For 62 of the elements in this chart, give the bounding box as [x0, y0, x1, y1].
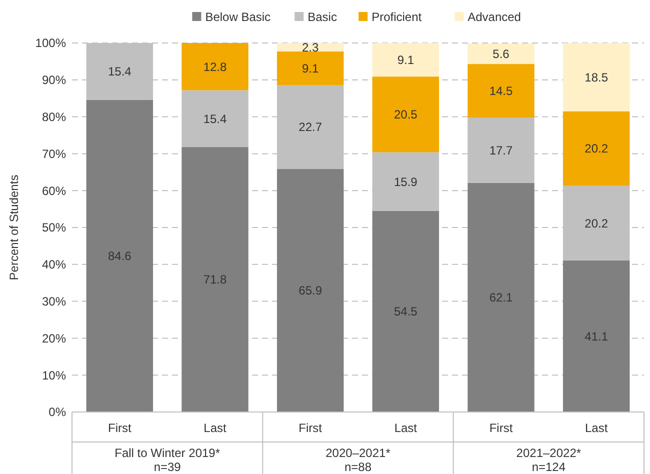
y-tick-label: 80%: [42, 110, 66, 124]
data-label: 18.5: [584, 70, 608, 84]
data-label: 15.9: [394, 174, 418, 189]
data-label: 20.2: [584, 142, 608, 156]
legend-label: Proficient: [372, 10, 422, 24]
x-tick-label: First: [298, 421, 323, 435]
x-tick-label: Last: [584, 421, 608, 435]
data-label: 9.1: [302, 61, 319, 76]
data-label: 20.5: [394, 108, 418, 122]
bar: [372, 43, 440, 77]
legend-label: Below Basic: [205, 10, 271, 24]
data-label: 15.4: [203, 112, 227, 126]
bar: [372, 76, 440, 152]
bar: [182, 147, 248, 412]
y-tick-label: 90%: [42, 73, 66, 88]
data-label: 22.7: [298, 120, 322, 134]
data-label: 12.8: [203, 60, 227, 74]
bar: [182, 90, 248, 148]
y-tick-label: 30%: [42, 294, 66, 308]
x-tick-label: Last: [394, 421, 418, 435]
bar: [276, 168, 344, 412]
text: 2021–2022* n=124: [516, 446, 582, 474]
text: 2020–2021* n=88: [326, 446, 391, 474]
data-label: 9.1: [397, 52, 414, 67]
bar: [468, 64, 534, 118]
x-tick-label: Last: [204, 421, 228, 435]
y-tick-label: 40%: [42, 258, 66, 272]
legend-label: Basic: [308, 10, 337, 24]
bar: [86, 100, 154, 412]
data-label: 41.1: [584, 329, 608, 344]
data-label: 62.1: [489, 290, 513, 305]
data-label: 15.4: [108, 64, 132, 79]
bar: [468, 182, 534, 412]
x-tick-label: First: [108, 421, 132, 435]
y-tick-label: 70%: [42, 146, 66, 161]
y-tick-label: 50%: [42, 220, 66, 235]
bar: [562, 260, 630, 412]
y-tick-label: 0%: [48, 405, 66, 420]
data-label: 5.6: [492, 46, 510, 61]
data-label: 20.2: [584, 216, 608, 230]
data-label: 65.9: [298, 284, 322, 298]
bar: [562, 43, 630, 112]
data-label: 2.3: [302, 40, 319, 54]
bar: [276, 43, 344, 52]
bar: [276, 51, 344, 86]
bar: [182, 43, 248, 90]
y-tick-label: 20%: [42, 331, 66, 346]
legend-label: Advanced: [468, 10, 521, 24]
y-tick-label: 60%: [42, 184, 66, 198]
data-label: 54.5: [394, 304, 418, 319]
text: Fall to Winter 2019* n=39: [114, 446, 220, 474]
y-tick-label: 100%: [35, 36, 66, 50]
data-label: 17.7: [489, 143, 513, 158]
bar: [562, 111, 630, 186]
bar: [372, 210, 440, 412]
y-axis-title: Percent of Students: [7, 174, 21, 280]
x-tick-label: First: [489, 421, 514, 435]
y-tick-label: 10%: [42, 368, 66, 382]
data-label: 71.8: [203, 272, 227, 287]
data-label: 84.6: [108, 249, 132, 264]
data-label: 14.5: [489, 84, 513, 98]
bar: [468, 43, 534, 64]
